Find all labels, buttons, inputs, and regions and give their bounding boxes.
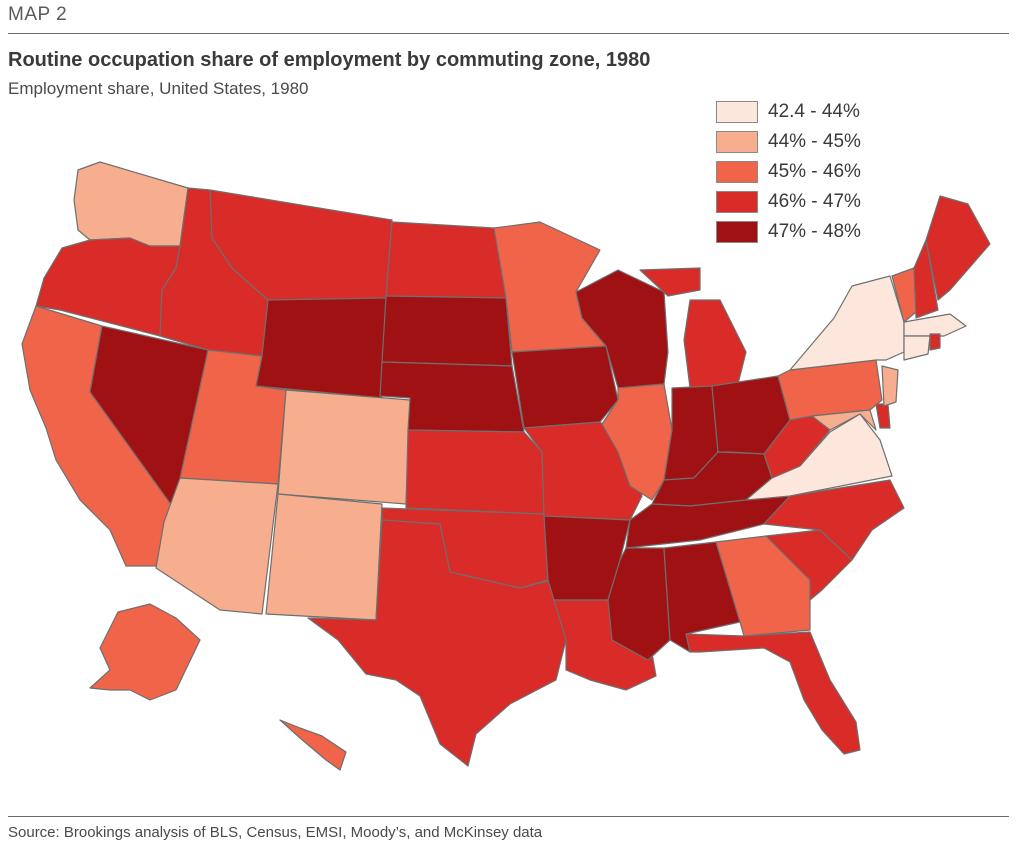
legend-label: 45% - 46%: [768, 161, 861, 182]
top-divider: [8, 33, 1009, 34]
state-maine: [925, 195, 991, 301]
state-arizona: [155, 477, 279, 615]
state-alaska: [89, 603, 201, 701]
state-new-mexico: [265, 493, 383, 621]
state-iowa: [511, 345, 619, 429]
legend-swatch: [716, 131, 758, 153]
legend-item-class-4: 46% - 47%: [716, 187, 861, 217]
legend-swatch: [716, 101, 758, 123]
state-maryland: [811, 409, 877, 431]
legend-item-class-2: 44% - 45%: [716, 127, 861, 157]
legend: 42.4 - 44% 44% - 45% 45% - 46% 46% - 47%…: [716, 97, 861, 247]
state-kansas: [405, 429, 545, 515]
state-wyoming: [255, 297, 387, 399]
state-rhode-island: [929, 333, 941, 351]
state-connecticut: [903, 335, 931, 361]
state-south-dakota: [381, 295, 513, 367]
state-massachusetts: [903, 313, 967, 337]
state-colorado: [277, 389, 411, 505]
legend-item-class-1: 42.4 - 44%: [716, 97, 861, 127]
legend-item-class-3: 45% - 46%: [716, 157, 861, 187]
source-note: Source: Brookings analysis of BLS, Censu…: [8, 824, 543, 841]
legend-swatch: [716, 221, 758, 243]
legend-label: 44% - 45%: [768, 131, 861, 152]
state-new-jersey: [881, 365, 899, 407]
state-washington: [73, 161, 189, 247]
state-delaware: [875, 403, 891, 429]
map-subtitle: Employment share, United States, 1980: [8, 79, 309, 98]
bottom-divider: [8, 816, 1009, 817]
state-new-hampshire: [913, 239, 939, 319]
legend-swatch: [716, 161, 758, 183]
state-texas: [307, 519, 567, 767]
legend-label: 46% - 47%: [768, 191, 861, 212]
map-kicker: MAP 2: [8, 4, 68, 25]
map-title: Routine occupation share of employment b…: [8, 49, 651, 71]
state-florida: [685, 631, 861, 755]
state-north-dakota: [385, 221, 507, 299]
legend-item-class-5: 47% - 48%: [716, 217, 861, 247]
legend-label: 47% - 48%: [768, 221, 861, 242]
state-illinois: [601, 383, 673, 501]
state-new-york: [789, 275, 905, 371]
legend-label: 42.4 - 44%: [768, 101, 860, 122]
state-hawaii: [279, 719, 347, 771]
legend-swatch: [716, 191, 758, 213]
us-choropleth-map: [21, 161, 991, 771]
